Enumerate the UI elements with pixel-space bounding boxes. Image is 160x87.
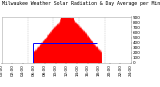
Text: Milwaukee Weather Solar Radiation & Day Average per Minute W/m² (Today): Milwaukee Weather Solar Radiation & Day … [2,1,160,6]
